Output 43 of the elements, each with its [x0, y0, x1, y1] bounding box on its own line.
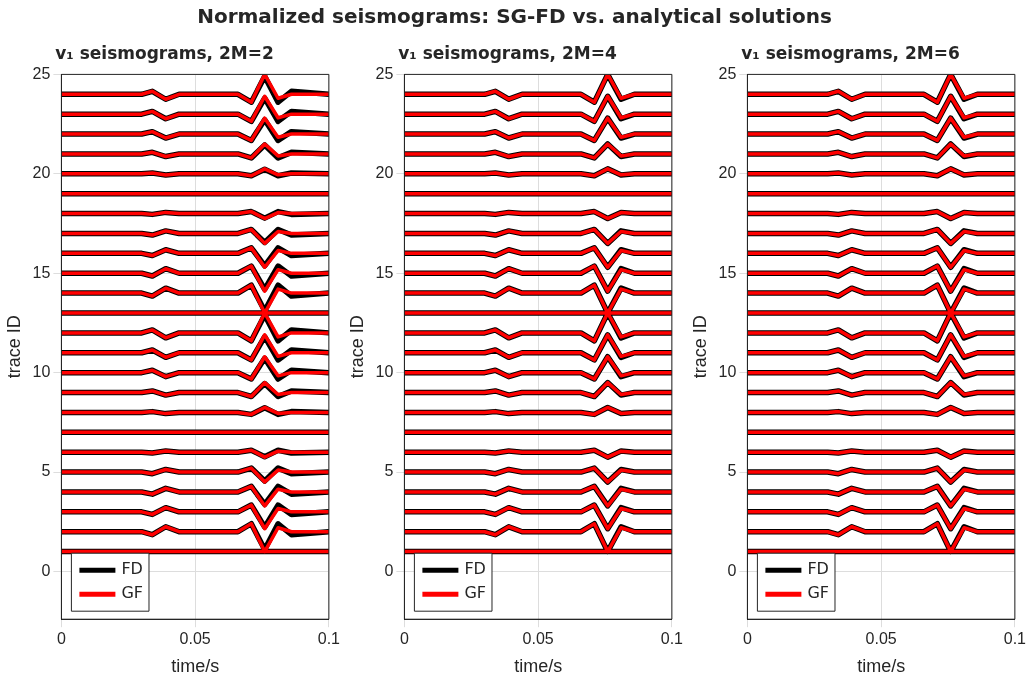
chart-title: v₁ seismograms, 2M=2	[55, 42, 274, 63]
x-tick-label: 0.1	[660, 630, 684, 648]
y-tick-label: 0	[727, 561, 737, 579]
y-tick-label: 5	[41, 462, 51, 480]
x-tick-label: 0	[56, 630, 66, 648]
y-tick-label: 10	[718, 363, 737, 381]
legend-label: FD	[807, 559, 829, 579]
x-tick-label: 0.1	[317, 630, 341, 648]
y-tick-label: 25	[375, 64, 394, 82]
y-tick-label: 10	[375, 363, 394, 381]
x-axis-title: time/s	[171, 656, 220, 677]
y-tick-label: 10	[32, 363, 51, 381]
x-tick-label: 0	[742, 630, 752, 648]
y-axis-title: trace ID	[3, 315, 24, 379]
x-tick-label: 0	[399, 630, 409, 648]
x-tick-label: 0.05	[865, 630, 897, 648]
y-tick-label: 25	[32, 64, 51, 82]
x-tick-label: 0.1	[1003, 630, 1027, 648]
x-tick-label: 0.05	[522, 630, 554, 648]
x-axis-title: time/s	[514, 656, 563, 677]
legend-label: FD	[464, 559, 486, 579]
y-tick-label: 5	[384, 462, 394, 480]
y-tick-label: 25	[718, 64, 737, 82]
y-tick-label: 15	[375, 263, 394, 281]
legend-label: FD	[121, 559, 143, 579]
y-tick-label: 15	[32, 263, 51, 281]
y-tick-label: 15	[718, 263, 737, 281]
y-tick-label: 5	[727, 462, 737, 480]
legend-label: GF	[121, 583, 144, 603]
y-axis-title: trace ID	[346, 315, 367, 379]
legend-label: GF	[807, 583, 830, 603]
x-axis-title: time/s	[857, 656, 906, 677]
text: Normalized seismograms: SG-FD vs. analytical solutions	[196, 4, 833, 28]
y-tick-label: 20	[375, 164, 394, 182]
y-tick-label: 0	[384, 561, 394, 579]
y-tick-label: 0	[41, 561, 51, 579]
chart-title: v₁ seismograms, 2M=4	[398, 42, 617, 63]
legend-label: GF	[464, 583, 487, 603]
y-tick-label: 20	[32, 164, 51, 182]
chart-title: v₁ seismograms, 2M=6	[741, 42, 960, 63]
y-axis-title: trace ID	[689, 315, 710, 379]
y-tick-label: 20	[718, 164, 737, 182]
x-tick-label: 0.05	[179, 630, 211, 648]
